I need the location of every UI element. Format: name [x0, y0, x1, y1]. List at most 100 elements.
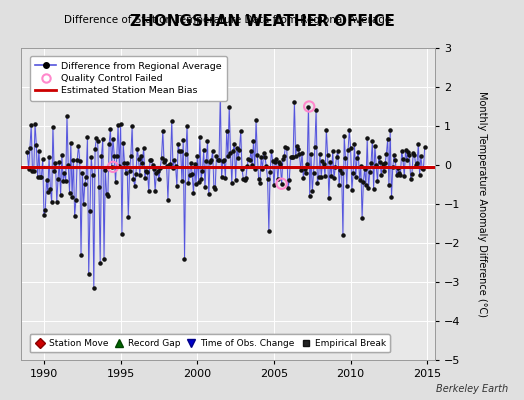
Point: [236, 128, 245, 134]
Point: [271, 159, 279, 165]
Point: [308, 188, 316, 195]
Point: [55, 159, 63, 165]
Point: [159, 128, 167, 134]
Point: [322, 127, 331, 133]
Point: [282, 144, 291, 151]
Point: [225, 103, 233, 110]
Point: [332, 154, 341, 160]
Point: [266, 169, 274, 176]
Point: [350, 141, 358, 148]
Point: [155, 176, 163, 183]
Point: [46, 186, 54, 192]
Point: [75, 157, 84, 164]
Point: [399, 156, 407, 162]
Point: [326, 159, 334, 165]
Point: [235, 147, 244, 153]
Point: [26, 145, 34, 151]
Point: [325, 195, 333, 201]
Point: [169, 165, 177, 172]
Point: [142, 168, 150, 174]
Point: [160, 159, 168, 165]
Point: [183, 122, 191, 129]
Point: [366, 169, 374, 176]
Point: [116, 121, 125, 127]
Point: [197, 176, 205, 182]
Point: [341, 155, 350, 162]
Point: [58, 152, 66, 158]
Point: [89, 172, 97, 178]
Point: [106, 126, 115, 133]
Point: [409, 150, 418, 156]
Point: [364, 185, 373, 192]
Point: [137, 152, 145, 159]
Point: [163, 196, 172, 203]
Point: [379, 168, 388, 174]
Point: [248, 162, 256, 168]
Point: [296, 151, 304, 158]
Point: [418, 165, 427, 172]
Point: [291, 152, 300, 159]
Point: [48, 199, 56, 205]
Point: [313, 180, 322, 186]
Point: [42, 176, 51, 183]
Point: [64, 162, 72, 168]
Point: [297, 167, 305, 173]
Point: [420, 144, 429, 150]
Point: [179, 136, 188, 143]
Point: [215, 157, 223, 164]
Point: [227, 179, 236, 186]
Point: [375, 154, 383, 161]
Point: [417, 153, 425, 159]
Point: [226, 150, 235, 156]
Point: [242, 175, 250, 182]
Point: [303, 160, 311, 167]
Point: [302, 170, 310, 176]
Point: [419, 165, 428, 172]
Point: [253, 152, 261, 158]
Title: Difference of Station Temperature Data from Regional Average: Difference of Station Temperature Data f…: [64, 15, 391, 25]
Point: [177, 148, 185, 154]
Point: [100, 255, 108, 262]
Point: [299, 174, 308, 181]
Point: [232, 176, 240, 183]
Point: [377, 172, 386, 178]
Point: [331, 164, 340, 170]
Point: [79, 200, 88, 207]
Point: [34, 174, 42, 180]
Point: [281, 144, 290, 150]
Point: [82, 174, 90, 180]
Point: [221, 175, 230, 181]
Point: [189, 190, 198, 196]
Point: [86, 208, 94, 214]
Point: [309, 170, 318, 176]
Point: [148, 162, 157, 168]
Point: [293, 143, 301, 150]
Point: [257, 154, 265, 160]
Point: [363, 135, 372, 142]
Point: [206, 158, 214, 165]
Point: [118, 230, 126, 237]
Point: [279, 156, 287, 162]
Point: [191, 160, 199, 167]
Point: [361, 166, 369, 172]
Point: [280, 153, 288, 159]
Point: [29, 168, 38, 174]
Point: [128, 123, 136, 130]
Point: [224, 153, 232, 160]
Point: [207, 157, 215, 164]
Point: [166, 161, 174, 167]
Point: [284, 184, 292, 191]
Point: [241, 176, 249, 183]
Point: [262, 163, 270, 169]
Point: [125, 168, 134, 174]
Point: [255, 176, 263, 182]
Point: [305, 192, 314, 199]
Point: [92, 135, 101, 141]
Point: [212, 152, 221, 159]
Point: [256, 179, 264, 186]
Point: [210, 184, 218, 190]
Point: [265, 228, 273, 234]
Point: [174, 141, 182, 148]
Point: [323, 152, 332, 158]
Point: [141, 174, 149, 181]
